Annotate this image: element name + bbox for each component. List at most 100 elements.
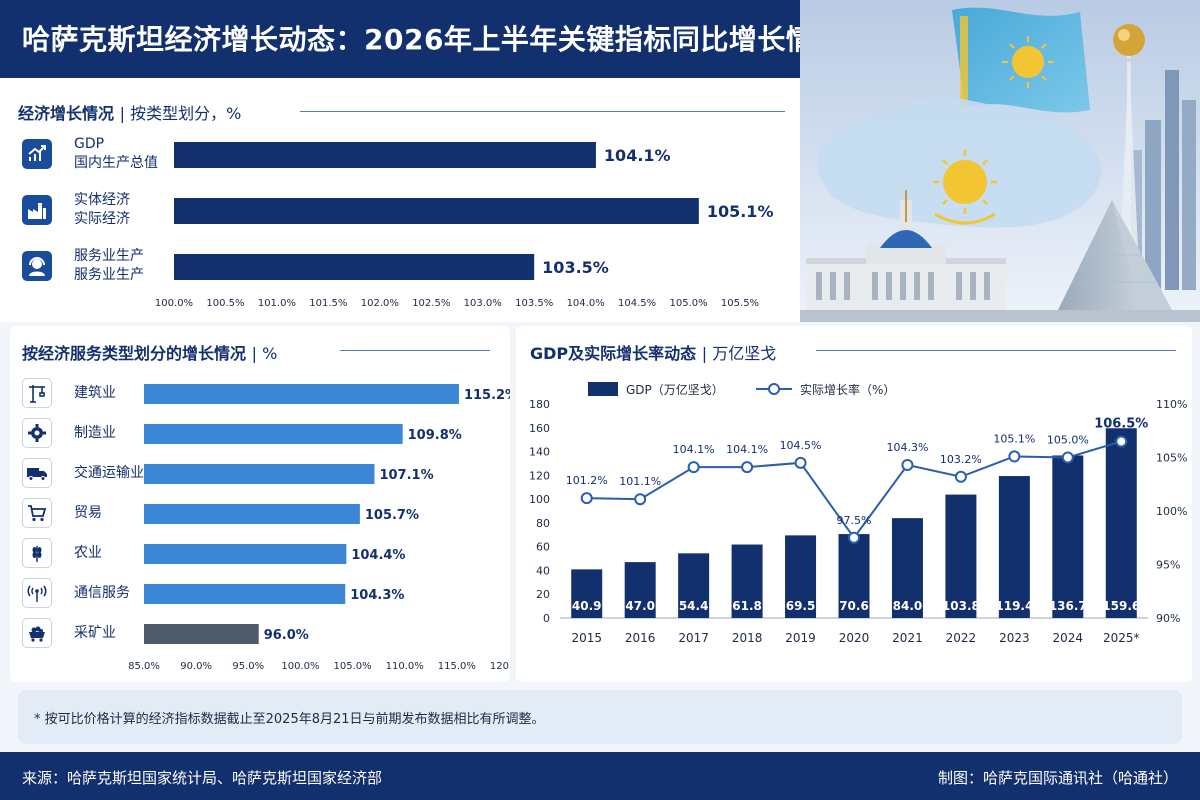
growth-rate-point <box>741 461 754 474</box>
gdp-bar-value-label: 61.8 <box>732 599 762 613</box>
services-subtitle: 服务业生产 <box>74 267 144 283</box>
sector-value-label: 115.2% <box>464 388 510 403</box>
gdp-left-y-tick: 160 <box>529 422 550 435</box>
sector-bar <box>144 544 347 564</box>
services-category-label: 服务业生产 服务业生产 <box>74 247 144 285</box>
gdp-x-tick: 2023 <box>999 631 1030 645</box>
gdp-right-y-tick: 105% <box>1156 452 1187 465</box>
growth-bar <box>174 254 535 280</box>
sector-value-label: 109.8% <box>408 428 462 443</box>
sector-value-label: 104.3% <box>350 588 404 603</box>
gdp-x-tick: 2021 <box>892 631 923 645</box>
gdp-bar-value-label: 54.4 <box>679 599 709 613</box>
growth-chart-icon <box>22 139 52 169</box>
gdp-category-label: GDP 国内生产总值 <box>74 135 158 173</box>
sector-value-label: 105.7% <box>365 508 419 523</box>
growth-x-tick: 100.5% <box>206 298 244 309</box>
factory-icon <box>22 195 52 225</box>
legend-bar-swatch <box>588 382 618 396</box>
sector-label-transport: 交通运输业 <box>74 465 144 481</box>
mine-cart-icon <box>22 618 52 648</box>
growth-rate-label: 104.5% <box>780 439 822 452</box>
sector-label-trade: 贸易 <box>74 505 102 521</box>
gdp-right-y-tick: 90% <box>1156 612 1180 625</box>
legend-line-marker <box>768 383 780 395</box>
gdp-section-title: GDP及实际增长率动态 | 万亿坚戈 <box>530 340 776 364</box>
legend-line-label: 实际增长率（%） <box>800 382 895 397</box>
gdp-left-y-tick: 120 <box>529 469 550 482</box>
growth-rate-point <box>1061 451 1074 464</box>
growth-x-tick: 105.5% <box>721 298 759 309</box>
gdp-right-y-tick: 95% <box>1156 559 1180 572</box>
antenna-icon <box>22 578 52 608</box>
astana-landscape-image <box>800 0 1200 322</box>
gdp-bar <box>678 553 710 618</box>
gdp-name: GDP <box>74 136 105 152</box>
growth-rate-label: 103.2% <box>940 453 982 466</box>
growth-rate-label: 105.1% <box>993 432 1035 445</box>
page-title: 哈萨克斯坦经济增长动态：2026年上半年关键指标同比增长情况 <box>22 23 843 56</box>
gdp-subtitle: 国内生产总值 <box>74 155 158 171</box>
gdp-bar <box>998 476 1030 618</box>
hero-illustration <box>800 0 1200 322</box>
gdp-x-tick: 2025* <box>1103 631 1140 645</box>
sector-label-manufacturing: 制造业 <box>74 425 116 441</box>
section-divider-line <box>816 350 1176 351</box>
gdp-bar-value-label: 47.0 <box>625 599 655 613</box>
cart-icon <box>22 498 52 528</box>
growth-title-text: 经济增长情况 <box>18 104 115 123</box>
gdp-bar <box>571 569 603 618</box>
credit-text: 制图：哈萨克国际通讯社（哈通社） <box>937 769 1178 787</box>
growth-title-unit: 按类型划分，% <box>130 104 242 123</box>
sector-bar <box>144 464 375 484</box>
sector-bar <box>144 384 459 404</box>
gdp-x-tick: 2015 <box>571 631 602 645</box>
gdp-bar <box>785 535 817 618</box>
growth-rate-point <box>901 458 914 471</box>
sector-title-text: 按经济服务类型划分的增长情况 <box>22 344 247 363</box>
gdp-bar <box>838 534 870 618</box>
sector-x-tick: 110.0% <box>386 661 424 672</box>
growth-rate-point <box>954 470 967 483</box>
sector-x-tick: 95.0% <box>232 661 264 672</box>
gdp-bar-value-label: 136.7 <box>1049 599 1087 613</box>
sector-bar <box>144 624 259 644</box>
gdp-bar <box>624 562 656 618</box>
growth-rate-label: 97.5% <box>837 514 872 527</box>
growth-title-separator: | <box>119 104 131 123</box>
gdp-bar-value-label: 119.4 <box>995 599 1033 613</box>
growth-value-label: 104.1% <box>604 146 671 165</box>
legend-bar-label: GDP（万亿坚戈） <box>626 382 724 397</box>
sector-value-label: 107.1% <box>379 468 433 483</box>
growth-x-tick: 103.5% <box>515 298 553 309</box>
growth-by-type-chart: 104.1% 105.1% 103.5% 100.0% 100.5% 101.0% 101.… <box>155 142 773 309</box>
sector-label-communication: 通信服务 <box>74 585 130 601</box>
growth-value-label: 103.5% <box>542 258 609 277</box>
growth-rate-label: 104.1% <box>726 443 768 456</box>
sector-growth-chart: 115.2% 109.8% 107.1% 105.7% 104.4% 104.3% 96.0… <box>128 384 510 672</box>
growth-rate-label: 101.1% <box>619 475 661 488</box>
sector-section-title: 按经济服务类型划分的增长情况 | % <box>22 340 277 364</box>
section-divider-line <box>300 111 785 112</box>
growth-rate-label: 104.3% <box>886 441 928 454</box>
gdp-left-y-tick: 40 <box>536 564 550 577</box>
headset-icon <box>22 251 52 281</box>
growth-bar <box>174 198 699 224</box>
section-divider-line <box>340 350 490 351</box>
gdp-right-y-tick: 110% <box>1156 398 1187 411</box>
growth-x-tick: 105.0% <box>669 298 707 309</box>
growth-rate-label: 104.1% <box>673 443 715 456</box>
growth-rate-label: 106.5% <box>1094 416 1148 431</box>
real-economy-name: 实体经济 <box>74 192 130 208</box>
gear-icon <box>22 418 52 448</box>
gdp-x-tick: 2016 <box>625 631 656 645</box>
growth-bar <box>174 142 596 168</box>
growth-x-tick: 101.5% <box>309 298 347 309</box>
growth-x-tick: 104.5% <box>618 298 656 309</box>
sector-title-separator: | <box>251 344 263 363</box>
gdp-x-tick: 2019 <box>785 631 816 645</box>
growth-x-tick: 102.5% <box>412 298 450 309</box>
gdp-bar <box>1105 428 1137 618</box>
growth-x-tick: 103.0% <box>464 298 502 309</box>
sector-label-construction: 建筑业 <box>74 385 116 401</box>
